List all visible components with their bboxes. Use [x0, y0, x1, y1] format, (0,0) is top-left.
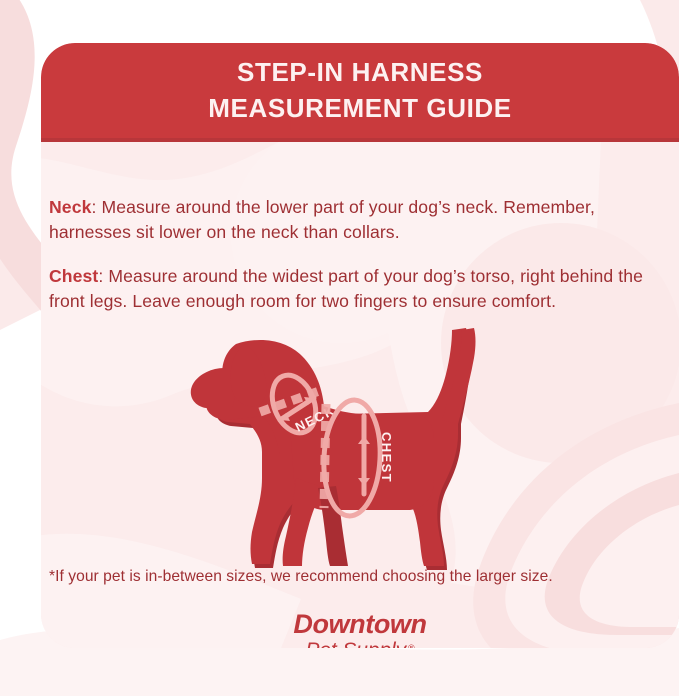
page-title: STEP-IN HARNESS MEASUREMENT GUIDE — [188, 55, 531, 125]
dog-silhouette-shape — [190, 328, 476, 570]
chest-measurement-loop: CHEST — [319, 397, 394, 519]
registered-trademark-icon: ® — [408, 642, 415, 648]
logo-line-pet-supply: Pet Supply® — [41, 639, 679, 648]
content-card: STEP-IN HARNESS MEASUREMENT GUIDE Neck: … — [41, 43, 679, 648]
title-line-2: MEASUREMENT GUIDE — [208, 92, 512, 123]
title-line-1: STEP-IN HARNESS — [237, 57, 483, 88]
neck-separator: : — [91, 196, 102, 217]
header-underline — [41, 138, 679, 142]
header-banner: STEP-IN HARNESS MEASUREMENT GUIDE — [41, 43, 679, 138]
neck-label: Neck — [49, 196, 92, 217]
chest-text: Measure around the widest part of your d… — [49, 265, 643, 311]
sizing-footnote: *If your pet is in-between sizes, we rec… — [49, 568, 553, 585]
chest-separator: : — [98, 265, 109, 286]
chest-label: Chest — [49, 265, 99, 286]
neck-instruction: Neck: Measure around the lower part of y… — [49, 195, 649, 245]
chest-instruction: Chest: Measure around the widest part of… — [49, 264, 649, 314]
neck-text: Measure around the lower part of your do… — [49, 196, 596, 242]
background-decoration-inner — [41, 43, 679, 648]
dog-illustration: NECK CHEST — [176, 328, 576, 570]
logo-line-downtown: Downtown — [293, 609, 427, 639]
brand-logo: Downtown Pet Supply® — [41, 609, 679, 648]
chest-loop-label: CHEST — [379, 432, 394, 483]
logo-pet-supply-text: Pet Supply — [305, 639, 406, 648]
